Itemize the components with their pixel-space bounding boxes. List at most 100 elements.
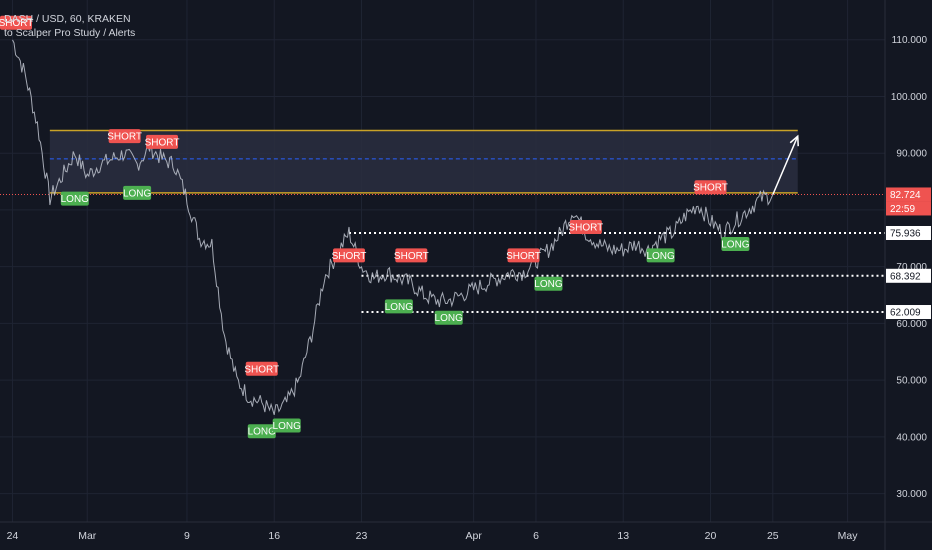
long-signal-bg xyxy=(247,424,276,439)
short-signal-bg xyxy=(694,180,727,195)
short-signal: SHORT xyxy=(568,219,603,234)
level-price-tag: 75.936 xyxy=(886,225,931,240)
y-tick-label: 70.000 xyxy=(896,262,927,273)
long-signal-text: LONG xyxy=(61,194,90,205)
short-signal-text: SHORT xyxy=(506,251,541,262)
current-price-tag-text: 82.724 xyxy=(890,190,921,201)
long-signal: LONG xyxy=(534,276,563,291)
short-signal-text: SHORT xyxy=(394,251,429,262)
y-tick-label: 90.000 xyxy=(896,149,927,160)
y-tick-label: 100.000 xyxy=(891,92,928,103)
current-price-tag-bg xyxy=(886,187,931,202)
short-signal-bg xyxy=(395,248,428,263)
short-signal-text: SHORT xyxy=(107,132,142,143)
price-line xyxy=(12,39,774,416)
long-signal-text: LONG xyxy=(385,302,414,313)
short-signal-bg xyxy=(108,129,141,144)
short-signal-bg xyxy=(333,248,366,263)
short-signal-text: SHORT xyxy=(568,222,603,233)
level-price-tag-bg xyxy=(886,225,931,240)
long-signal-bg xyxy=(123,185,152,200)
short-signal: SHORT xyxy=(332,248,367,263)
short-signal: SHORT xyxy=(0,15,33,30)
level-price-tag-text: 75.936 xyxy=(890,228,921,239)
long-signal-bg xyxy=(534,276,563,291)
short-signal: SHORT xyxy=(244,361,279,376)
price-tags: 82.724 22:59 75.936 68.392 62.009 xyxy=(886,187,931,320)
short-signal-bg xyxy=(569,219,602,234)
x-tick-label: 6 xyxy=(533,530,539,542)
x-tick-label: 23 xyxy=(356,530,368,542)
long-signal: LONG xyxy=(721,236,750,251)
x-tick-label: 20 xyxy=(705,530,717,542)
long-signal-text: LONG xyxy=(435,313,464,324)
long-signal: LONG xyxy=(123,185,152,200)
short-signal-text: SHORT xyxy=(145,137,180,148)
y-tick-label: 50.000 xyxy=(896,376,927,387)
short-signal: SHORT xyxy=(145,134,180,149)
long-signal: LONG xyxy=(247,424,277,439)
short-signal-text: SHORT xyxy=(0,18,33,29)
level-price-tag: 62.009 xyxy=(886,305,931,320)
x-tick-label: Apr xyxy=(465,530,482,542)
long-signal-text: LONG xyxy=(646,251,675,262)
countdown-tag-text: 22:59 xyxy=(890,204,915,215)
short-signal-bg xyxy=(0,15,32,30)
long-signal-text: LONG xyxy=(534,279,563,290)
grid-lines xyxy=(0,0,885,522)
x-tick-label: 25 xyxy=(767,530,779,542)
long-signal-text: LONG xyxy=(123,188,152,199)
short-signal-bg xyxy=(507,248,540,263)
long-signal-bg xyxy=(434,310,463,325)
symbol-title: DASH / USD, 60, KRAKEN xyxy=(4,13,131,25)
indicator-title: to Scalper Pro Study / Alerts xyxy=(4,27,136,39)
current-price-tag: 82.724 xyxy=(886,187,931,202)
projection-arrow xyxy=(772,134,799,195)
short-signal: SHORT xyxy=(506,248,541,263)
long-signal-bg xyxy=(384,299,413,314)
short-signal: SHORT xyxy=(693,180,728,195)
x-tick-label: 24 xyxy=(7,530,19,542)
long-signal: LONG xyxy=(272,418,302,433)
short-signal-text: SHORT xyxy=(332,251,367,262)
x-tick-label: 9 xyxy=(184,530,190,542)
long-signal-bg xyxy=(646,248,675,263)
y-tick-label: 60.000 xyxy=(896,319,927,330)
level-price-tag-bg xyxy=(886,268,931,283)
x-tick-label: 13 xyxy=(617,530,629,542)
long-signal: LONG xyxy=(60,191,90,206)
long-signal-text: LONG xyxy=(721,239,750,250)
short-signal-bg xyxy=(245,361,278,376)
y-tick-label: 110.000 xyxy=(892,35,928,46)
short-signal-bg xyxy=(146,134,179,149)
long-signal: LONG xyxy=(646,248,675,263)
short-signal-text: SHORT xyxy=(693,183,728,194)
x-axis[interactable]: 24 Mar 9 16 23 Apr 6 13 20 25 May xyxy=(0,521,932,542)
x-tick-label: Mar xyxy=(78,530,97,542)
countdown-tag: 22:59 xyxy=(886,201,931,216)
price-series xyxy=(12,39,774,416)
long-signal: LONG xyxy=(434,310,464,325)
short-signal: SHORT xyxy=(107,129,142,144)
long-signal: LONG xyxy=(384,299,414,314)
long-signal-text: LONG xyxy=(273,421,302,432)
countdown-tag-bg xyxy=(886,201,931,216)
projection-arrowhead xyxy=(789,134,799,147)
long-signal-text: LONG xyxy=(248,427,277,438)
x-tick-label: 16 xyxy=(268,530,280,542)
y-tick-label: 40.000 xyxy=(896,432,927,443)
projection-line xyxy=(772,135,799,195)
chart-legend[interactable]: DASH / USD, 60, KRAKEN to Scalper Pro St… xyxy=(4,12,135,40)
signal-labels: SHORTLONGSHORTLONGSHORTSHORTLONGLONGSHOR… xyxy=(0,15,750,439)
x-tick-label: May xyxy=(838,530,859,542)
long-signal-bg xyxy=(721,236,750,251)
level-price-tag: 68.392 xyxy=(886,268,931,283)
long-signal-bg xyxy=(272,418,301,433)
short-signal-text: SHORT xyxy=(244,364,279,375)
level-price-tag-text: 68.392 xyxy=(890,271,921,282)
long-signal-bg xyxy=(60,191,89,206)
short-signal: SHORT xyxy=(394,248,429,263)
level-price-tag-text: 62.009 xyxy=(890,308,921,319)
y-tick-label: 30.000 xyxy=(896,489,927,500)
